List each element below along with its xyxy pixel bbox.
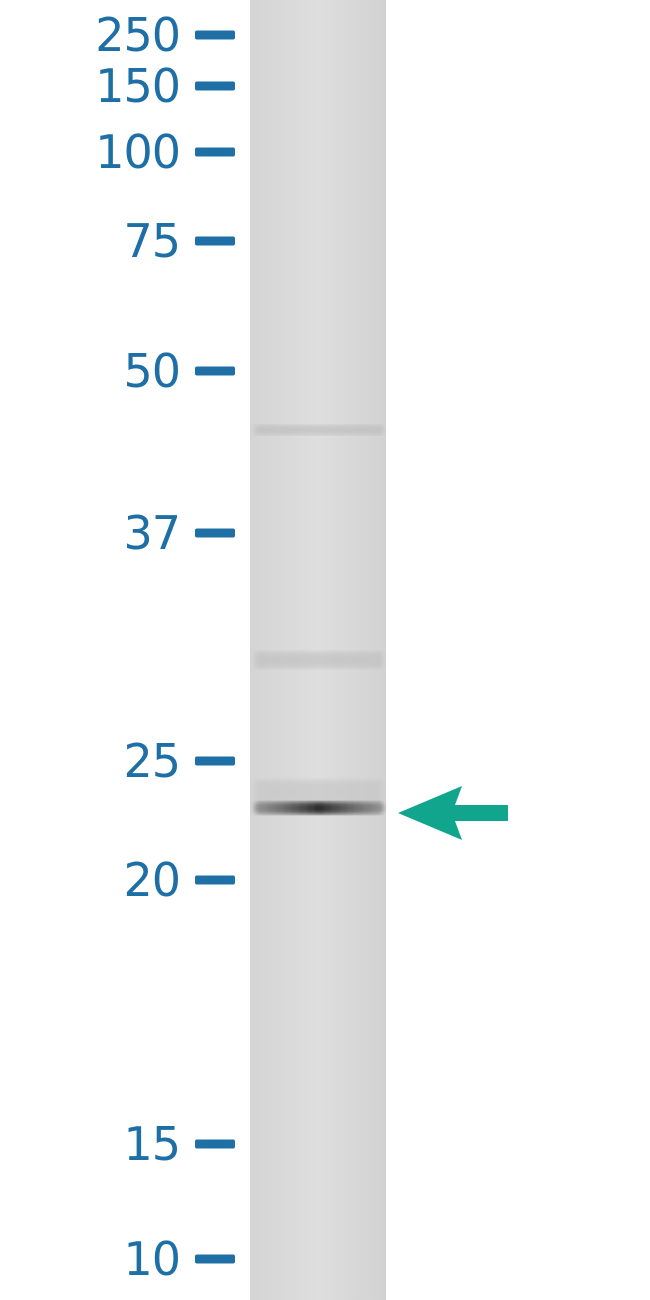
marker-dash <box>195 1254 235 1264</box>
lane <box>250 0 386 1300</box>
marker-dash <box>195 1139 235 1149</box>
marker-dash <box>195 756 235 766</box>
marker-dash <box>195 30 235 40</box>
marker-label: 25 <box>123 734 181 788</box>
marker-dash <box>195 147 235 157</box>
marker-dash <box>195 875 235 885</box>
arrow <box>398 786 508 840</box>
marker-label: 10 <box>123 1232 181 1286</box>
faint-band <box>255 780 383 804</box>
marker-label: 37 <box>123 506 181 560</box>
marker-label: 75 <box>123 214 181 268</box>
marker-dash <box>195 366 235 376</box>
marker-label: 100 <box>95 125 181 179</box>
target-band <box>254 802 384 814</box>
marker-dash <box>195 528 235 538</box>
faint-band <box>255 652 383 668</box>
marker-label: 250 <box>95 8 181 62</box>
marker-label: 20 <box>123 853 181 907</box>
marker-label: 50 <box>123 344 181 398</box>
marker-label: 15 <box>123 1117 181 1171</box>
marker-dash <box>195 236 235 246</box>
marker-dash <box>195 81 235 91</box>
faint-band <box>255 425 383 435</box>
marker-label: 150 <box>95 59 181 113</box>
